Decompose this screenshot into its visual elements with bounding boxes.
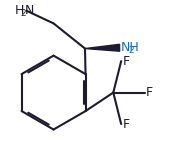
Text: 2: 2 xyxy=(21,9,27,18)
Polygon shape xyxy=(85,44,120,51)
Text: F: F xyxy=(122,55,130,68)
Text: 2: 2 xyxy=(129,46,134,55)
Text: NH: NH xyxy=(120,41,139,54)
Text: F: F xyxy=(146,86,153,99)
Text: F: F xyxy=(122,118,130,131)
Text: N: N xyxy=(24,4,34,17)
Text: H: H xyxy=(14,4,24,17)
